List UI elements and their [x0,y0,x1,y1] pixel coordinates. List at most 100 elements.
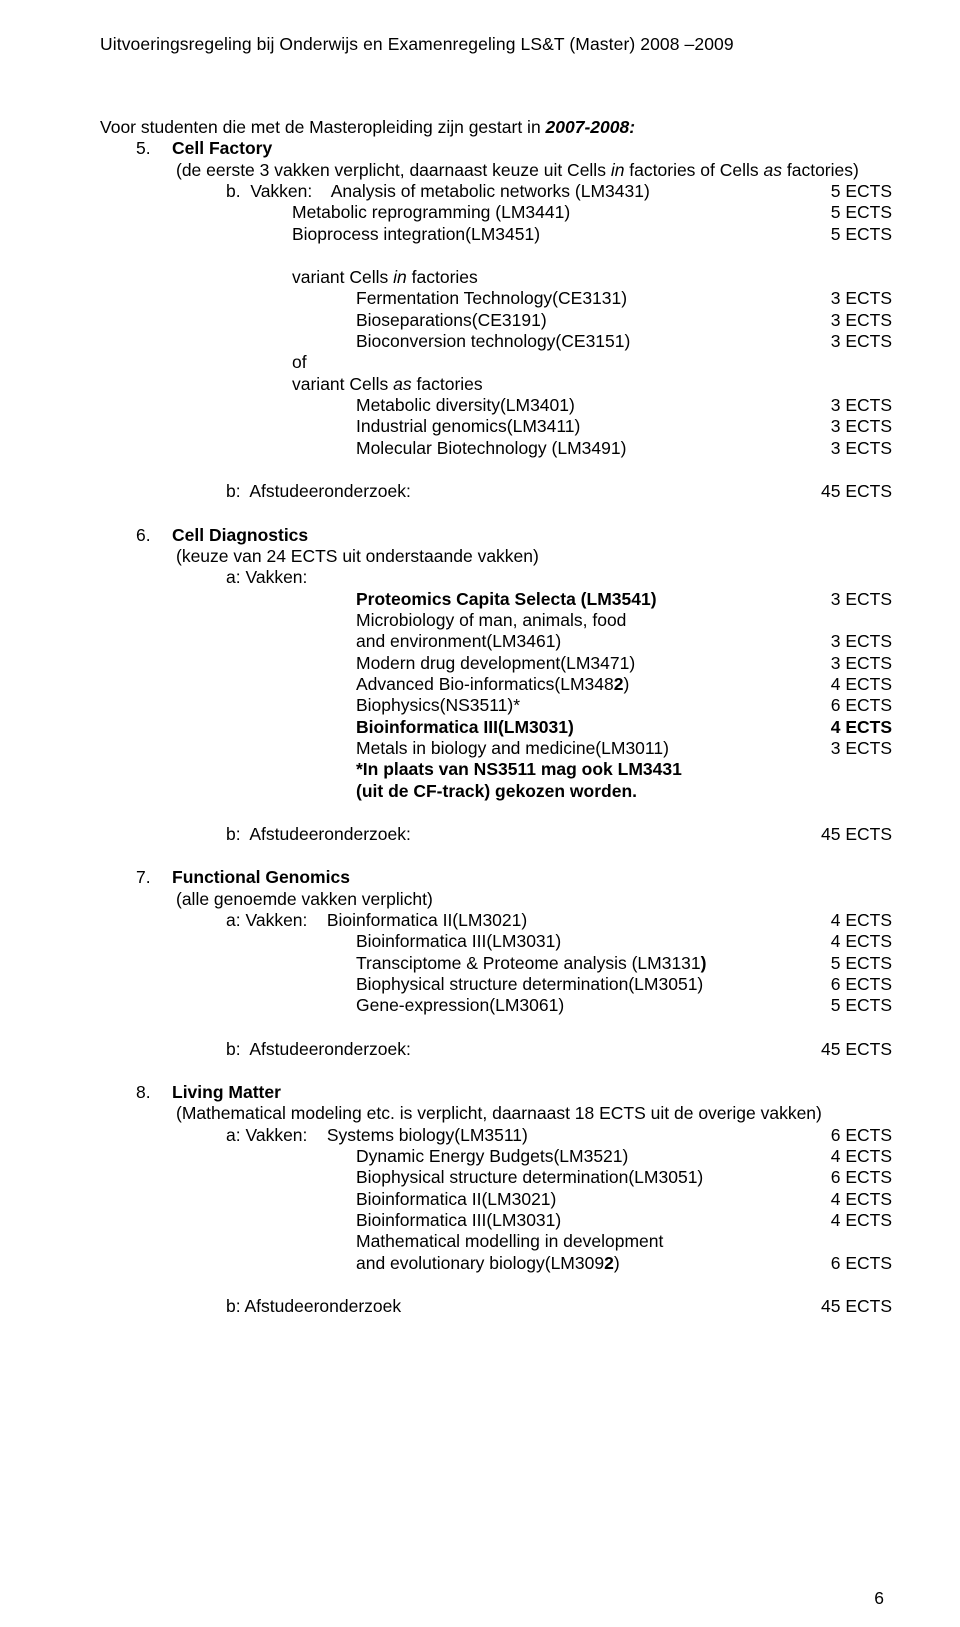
sec6-r5lc: ) [624,674,630,694]
sec5-afst-r: 45 ECTS [805,481,892,502]
sec5-r1l: Analysis of metabolic networks (LM3431) [331,181,650,201]
sec8-r3r: 6 ECTS [815,1167,892,1188]
sec8-r7lb: 2 [604,1253,614,1273]
sec5-r7l: Metabolic diversity(LM3401) [100,395,575,416]
sec8-r3l: Biophysical structure determination(LM30… [100,1167,703,1188]
sec5-r9r: 3 ECTS [815,438,892,459]
sec7-sub: (alle genoemde vakken verplicht) [100,889,892,910]
sec6-r6r: 6 ECTS [815,695,892,716]
sec7-r3r: 5 ECTS [815,953,892,974]
sec5-row8: Industrial genomics(LM3411) 3 ECTS [100,416,892,437]
page: Uitvoeringsregeling bij Onderwijs en Exa… [0,0,960,1627]
sec6-row9: *In plaats van NS3511 mag ook LM3431 [100,759,892,780]
sec7-r5l: Gene-expression(LM3061) [100,995,564,1016]
sec5-sub-it2: as [764,160,782,180]
sec7-afst-l: b: Afstudeeronderzoek: [100,1039,411,1060]
sec5-row4: Fermentation Technology(CE3131) 3 ECTS [100,288,892,309]
sec5-r2r: 5 ECTS [815,202,892,223]
sec8-r2l: Dynamic Energy Budgets(LM3521) [100,1146,628,1167]
sec5-r9l: Molecular Biotechnology (LM3491) [100,438,626,459]
sec5-vin-it: in [393,267,411,287]
sec5-row9: Molecular Biotechnology (LM3491) 3 ECTS [100,438,892,459]
intro-prefix: Voor studenten die met de Masteropleidin… [100,117,546,137]
sec5-r2l: Metabolic reprogramming (LM3441) [100,202,570,223]
sec6-r8r: 3 ECTS [815,738,892,759]
sec8-row1: a: Vakken: Systems biology(LM3511) 6 ECT… [100,1125,892,1146]
sec5-r3l: Bioprocess integration(LM3451) [100,224,540,245]
sec5-vin-pre: variant Cells [292,267,393,287]
sec6-r9l: *In plaats van NS3511 mag ook LM3431 [100,759,682,780]
sec7-r4l: Biophysical structure determination(LM30… [100,974,703,995]
sec6-row1: Proteomics Capita Selecta (LM3541) 3 ECT… [100,589,892,610]
sec5-r7r: 3 ECTS [815,395,892,416]
sec5-afst: b: Afstudeeronderzoek: 45 ECTS [100,481,892,502]
sec6-afst: b: Afstudeeronderzoek: 45 ECTS [100,824,892,845]
sec5-vas-post: factories [417,374,483,394]
sec8-row2: Dynamic Energy Budgets(LM3521) 4 ECTS [100,1146,892,1167]
sec6-r2l: Microbiology of man, animals, food [100,610,626,631]
sec7-num: 7. [136,867,172,888]
sec7-r5r: 5 ECTS [815,995,892,1016]
sec7-title: Functional Genomics [172,867,350,887]
sec8-title: Living Matter [172,1082,281,1102]
sec8-r2r: 4 ECTS [815,1146,892,1167]
sec5-r8r: 3 ECTS [815,416,892,437]
sec7-row4: Biophysical structure determination(LM30… [100,974,892,995]
sec5-num: 5. [136,138,172,159]
sec7-r3la: Transciptome & Proteome analysis (LM3131 [356,953,701,973]
sec6-r4l: Modern drug development(LM3471) [100,653,635,674]
sec8-afst: b: Afstudeeronderzoek 45 ECTS [100,1296,892,1317]
sec5-r3r: 5 ECTS [815,224,892,245]
sec7-r1r: 4 ECTS [815,910,892,931]
sec7-r3lb: ) [701,953,707,973]
sec6-row3: and environment(LM3461) 3 ECTS [100,631,892,652]
sec8-r5r: 4 ECTS [815,1210,892,1231]
sec6-row8: Metals in biology and medicine(LM3011) 3… [100,738,892,759]
sec6-row5: Advanced Bio-informatics(LM3482) 4 ECTS [100,674,892,695]
sec5-title-line: 5.Cell Factory [100,138,892,159]
sec8-r7la: and evolutionary biology(LM309 [356,1253,604,1273]
sec7-r4r: 6 ECTS [815,974,892,995]
sec5-sub-pre: (de eerste 3 vakken verplicht, daarnaast… [176,160,611,180]
sec6-r5lb: 2 [614,674,624,694]
sec6-afst-r: 45 ECTS [805,824,892,845]
sec7-afst-r: 45 ECTS [805,1039,892,1060]
sec8-r7r: 6 ECTS [815,1253,892,1274]
sec5-row1: b. Vakken: Analysis of metabolic network… [100,181,892,202]
sec8-r5l: Bioinformatica III(LM3031) [100,1210,561,1231]
page-header: Uitvoeringsregeling bij Onderwijs en Exa… [100,34,892,55]
sec5-vas-pre: variant Cells [292,374,393,394]
sec6-r1l: Proteomics Capita Selecta (LM3541) [100,589,657,610]
sec6-row7: Bioinformatica III(LM3031) 4 ECTS [100,717,892,738]
sec8-row5: Bioinformatica III(LM3031) 4 ECTS [100,1210,892,1231]
sec5-variant-as: variant Cells as factories [100,374,892,395]
sec5-row2: Metabolic reprogramming (LM3441) 5 ECTS [100,202,892,223]
sec8-afst-r: 45 ECTS [805,1296,892,1317]
sec8-r6l: Mathematical modelling in development [100,1231,663,1252]
sec6-r4r: 3 ECTS [815,653,892,674]
sec6-r7r: 4 ECTS [815,717,892,738]
sec6-r5r: 4 ECTS [815,674,892,695]
sec7-row2: Bioinformatica III(LM3031) 4 ECTS [100,931,892,952]
sec5-sub-it1: in [611,160,625,180]
sec7-r2r: 4 ECTS [815,931,892,952]
sec5-r8l: Industrial genomics(LM3411) [100,416,580,437]
sec5-r6r: 3 ECTS [815,331,892,352]
sec5-r6l: Bioconversion technology(CE3151) [100,331,630,352]
sec5-row6: Bioconversion technology(CE3151) 3 ECTS [100,331,892,352]
sec6-r6l: Biophysics(NS3511)* [100,695,520,716]
sec8-row6: Mathematical modelling in development [100,1231,892,1252]
sec5-title: Cell Factory [172,138,272,158]
sec6-r5la: Advanced Bio-informatics(LM348 [356,674,614,694]
sec6-title: Cell Diagnostics [172,525,308,545]
sec5-sub-mid: factories of Cells [624,160,763,180]
sec8-row4: Bioinformatica II(LM3021) 4 ECTS [100,1189,892,1210]
sec5-r4r: 3 ECTS [815,288,892,309]
sec5-b-label: b. Vakken: [226,181,312,201]
sec8-r1l: Systems biology(LM3511) [327,1125,528,1145]
sec6-r7l: Bioinformatica III(LM3031) [100,717,574,738]
sec5-r1r: 5 ECTS [815,181,892,202]
sec6-r3r: 3 ECTS [815,631,892,652]
sec5-afst-l: b: Afstudeeronderzoek: [100,481,411,502]
sec8-r4l: Bioinformatica II(LM3021) [100,1189,556,1210]
